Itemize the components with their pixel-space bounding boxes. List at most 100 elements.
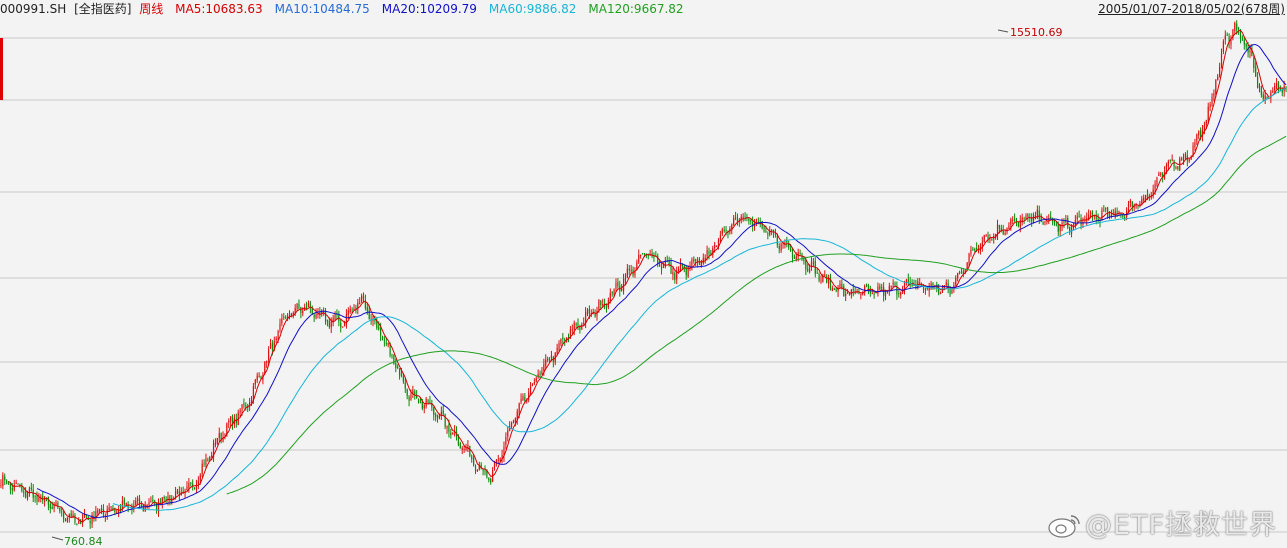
candle-body	[1190, 157, 1192, 160]
candle-body	[465, 448, 467, 451]
candle-body	[114, 508, 116, 513]
candle-body	[277, 331, 279, 341]
date-range[interactable]: 2005/01/07-2018/05/02(678周)	[1098, 2, 1285, 16]
candle-body	[507, 430, 509, 437]
candle-body	[357, 302, 359, 310]
candle-body	[903, 282, 906, 291]
candle-body	[17, 483, 19, 485]
candle-body	[230, 416, 232, 422]
candle-body	[1234, 22, 1236, 31]
candle-body	[788, 242, 790, 248]
candle-body	[529, 386, 532, 395]
max-label: 15510.69	[1010, 26, 1063, 39]
candle-body	[590, 313, 592, 315]
candle-body	[433, 406, 435, 415]
candle-body	[827, 278, 830, 284]
candle-body	[383, 340, 385, 342]
candle-body	[1239, 31, 1242, 38]
candle-body	[97, 510, 99, 513]
candle-body	[734, 217, 737, 219]
ma120-line	[226, 135, 1287, 495]
candle-body	[402, 376, 404, 382]
candle-body	[808, 269, 811, 272]
candle-body	[353, 308, 355, 310]
candle-body	[539, 373, 541, 376]
candle-body	[412, 389, 414, 394]
candle-body	[404, 382, 406, 389]
candle-body	[621, 289, 623, 291]
candle-body	[983, 235, 985, 243]
candle-body	[676, 270, 678, 280]
candle-body	[1154, 183, 1156, 190]
candle-body	[99, 509, 101, 512]
candle-body	[137, 498, 139, 502]
candle-body	[452, 433, 454, 435]
candle-body	[613, 289, 615, 295]
candle-body	[1205, 120, 1207, 125]
candle-body	[1156, 177, 1158, 185]
candle-body	[871, 292, 873, 295]
candle-body	[907, 279, 909, 284]
candle-body	[843, 286, 845, 297]
candle-body	[991, 238, 993, 240]
candle-body	[725, 230, 727, 232]
candle-body	[1196, 134, 1198, 142]
candle-body	[1268, 98, 1270, 100]
candle-body	[516, 411, 518, 420]
candle-body	[70, 513, 72, 517]
candle-body	[545, 359, 547, 366]
candle-body	[64, 518, 67, 521]
candle-body	[771, 229, 773, 231]
candle-body	[499, 458, 501, 462]
candle-body	[442, 410, 444, 415]
candle-body	[40, 496, 42, 498]
candle-body	[414, 391, 416, 396]
candle-body	[142, 504, 144, 512]
candle-body	[406, 388, 408, 396]
candle-body	[672, 271, 674, 275]
candle-body	[1129, 200, 1131, 203]
candle-body	[163, 496, 165, 499]
candle-body	[564, 339, 566, 341]
candle-body	[285, 317, 287, 319]
candle-body	[108, 507, 110, 511]
candle-body	[841, 283, 843, 288]
candle-body	[531, 384, 534, 387]
candle-body	[1076, 216, 1078, 219]
min-pointer	[51, 536, 64, 541]
candle-body	[1181, 158, 1183, 161]
candle-body	[156, 503, 158, 510]
candle-body	[985, 235, 987, 237]
candle-body	[1122, 215, 1124, 217]
candle-body	[144, 506, 146, 511]
candle-body	[281, 318, 283, 324]
candle-body	[47, 496, 50, 505]
period-label[interactable]: 周线	[139, 2, 164, 16]
candle-body	[1203, 125, 1206, 131]
candle-body	[867, 285, 870, 290]
candle-body	[846, 292, 849, 294]
candle-body	[1167, 161, 1169, 167]
candle-body	[767, 233, 769, 235]
candle-body	[1247, 47, 1249, 53]
candle-body	[541, 371, 543, 375]
candle-body	[457, 437, 460, 445]
candle-body	[710, 252, 712, 256]
candle-body	[638, 254, 640, 263]
candle-body	[560, 338, 562, 344]
candle-body	[693, 258, 695, 262]
candle-body	[220, 432, 222, 441]
candle-body	[678, 268, 680, 272]
candle-body	[473, 458, 475, 465]
candle-body	[429, 401, 431, 404]
candle-body	[784, 242, 786, 244]
candle-body	[615, 283, 617, 289]
candle-body	[1236, 23, 1238, 30]
candle-body	[38, 497, 40, 502]
candle-body	[1260, 86, 1262, 95]
candle-body	[326, 319, 329, 322]
candle-body	[972, 248, 974, 250]
candle-body	[786, 241, 788, 243]
candle-body	[66, 517, 68, 522]
